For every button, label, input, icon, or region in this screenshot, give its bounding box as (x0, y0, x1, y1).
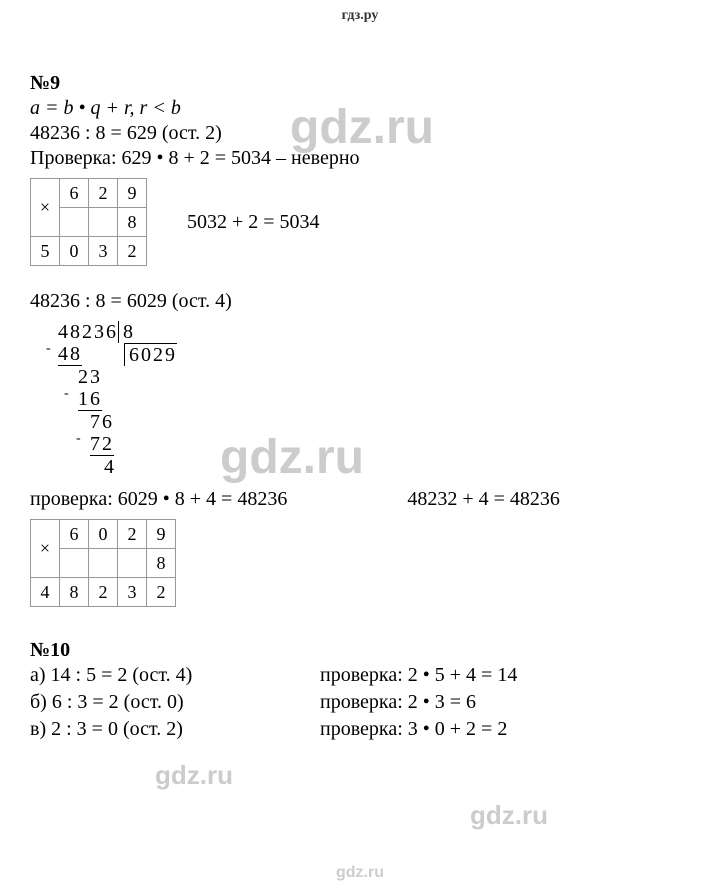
cell: 9 (147, 520, 176, 549)
watermark-large-2: gdz.ru (220, 430, 364, 485)
cell: 8 (60, 578, 89, 607)
cell: 2 (118, 237, 147, 266)
ld-dividend: 48236 (58, 321, 118, 343)
watermark-small-2: gdz.ru (470, 800, 548, 831)
p10-b-check: проверка: 2 • 3 = 6 (320, 691, 476, 714)
cell: 8 (147, 549, 176, 578)
problem-9-check2: проверка: 6029 • 8 + 4 = 48236 (30, 488, 287, 511)
ld-step: 76 (90, 411, 114, 433)
mult-sym-2: × (31, 520, 60, 578)
p10-a: а) 14 : 5 = 2 (ост. 4) (30, 664, 320, 687)
problem-10-number: №10 (30, 639, 690, 662)
ld-step: 16 (78, 388, 102, 411)
cell (89, 549, 118, 578)
mult-table-1: × 6 2 9 8 5 0 3 2 (30, 178, 147, 266)
ld-step: 72 (90, 433, 114, 456)
cell: 8 (118, 208, 147, 237)
side-eq-1: 5032 + 2 = 5034 (187, 211, 320, 234)
cell: 2 (118, 520, 147, 549)
cell: 5 (31, 237, 60, 266)
ld-divisor: 8 (118, 321, 173, 343)
watermark-bottom: gdz.ru (0, 864, 720, 882)
cell: 9 (118, 179, 147, 208)
p10-a-check: проверка: 2 • 5 + 4 = 14 (320, 664, 517, 687)
p10-b: б) 6 : 3 = 2 (ост. 0) (30, 691, 320, 714)
cell: 0 (60, 237, 89, 266)
cell: 3 (118, 578, 147, 607)
cell: 6 (60, 520, 89, 549)
cell: 2 (89, 578, 118, 607)
cell: 0 (89, 520, 118, 549)
site-header: гдз.ру (0, 0, 720, 24)
problem-9-eq2: 48236 : 8 = 6029 (ост. 4) (30, 290, 690, 313)
watermark-large-1: gdz.ru (290, 100, 434, 155)
ld-step: 4 (104, 456, 116, 478)
p10-v: в) 2 : 3 = 0 (ост. 2) (30, 718, 320, 741)
cell: 2 (89, 179, 118, 208)
ld-step: 23 (78, 366, 102, 388)
cell: 2 (147, 578, 176, 607)
cell (118, 549, 147, 578)
p10-v-check: проверка: 3 • 0 + 2 = 2 (320, 718, 507, 741)
cell (89, 208, 118, 237)
ld-quotient: 6029 (124, 343, 177, 366)
mult-sym-1: × (31, 179, 60, 237)
problem-9-check2b: 48232 + 4 = 48236 (407, 488, 560, 511)
cell: 6 (60, 179, 89, 208)
cell: 4 (31, 578, 60, 607)
long-division: 48236 8 - 48 6029 23 - 16 76 - 72 (46, 321, 690, 478)
mult-table-2: × 6 0 2 9 8 4 8 2 3 2 (30, 519, 176, 607)
cell: 3 (89, 237, 118, 266)
cell (60, 208, 89, 237)
ld-step: 48 (58, 343, 82, 366)
problem-9-number: №9 (30, 72, 690, 95)
cell (60, 549, 89, 578)
watermark-small-1: gdz.ru (155, 760, 233, 791)
